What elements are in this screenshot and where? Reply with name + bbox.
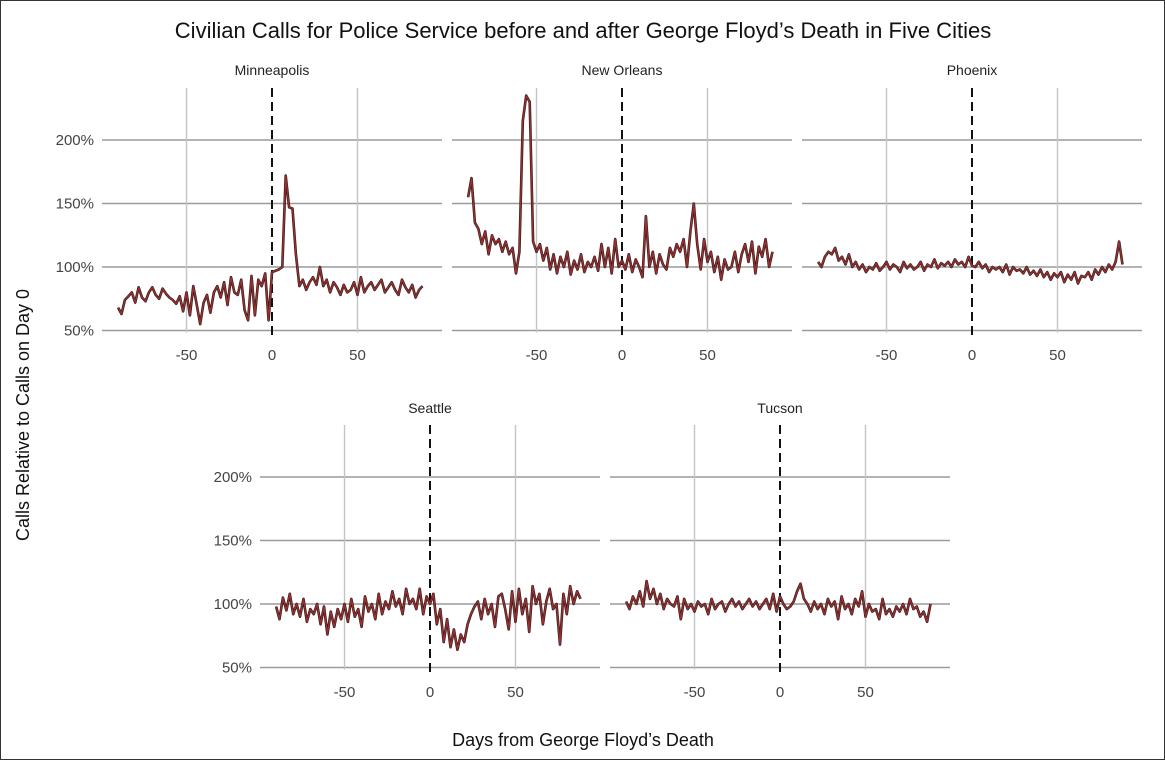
facet-strip-label: New Orleans (582, 62, 663, 78)
x-tick-label: 0 (968, 347, 976, 364)
y-tick-label: 200% (56, 132, 94, 149)
x-tick-label: -50 (526, 347, 548, 364)
y-tick-label: 150% (56, 196, 94, 213)
y-tick-label: 50% (222, 660, 252, 677)
facet-strip-label: Phoenix (947, 62, 998, 78)
y-tick-label: 150% (214, 533, 252, 550)
x-tick-label: 0 (776, 684, 784, 701)
x-tick-label: 0 (426, 684, 434, 701)
panel-minneapolis: 50% 100% 150% 200% -50 0 50 Minneapolis (56, 62, 442, 364)
x-axis-label: Days from George Floyd’s Death (452, 730, 714, 750)
facet-strip-label: Seattle (408, 400, 452, 416)
panel-seattle: 50% 100% 150% 200% -50 0 50 Seattle (214, 400, 600, 701)
x-tick-label: 50 (857, 684, 874, 701)
series-line (117, 174, 424, 325)
series-line (625, 580, 932, 623)
x-tick-label: 50 (507, 684, 524, 701)
y-tick-label: 50% (64, 323, 94, 340)
x-tick-label: 50 (1049, 347, 1066, 364)
x-tick-label: 50 (349, 347, 366, 364)
facet-strip-label: Minneapolis (235, 62, 310, 78)
series-line (467, 94, 774, 281)
x-tick-label: -50 (876, 347, 898, 364)
chart-title: Civilian Calls for Police Service before… (175, 18, 991, 43)
x-tick-label: 50 (699, 347, 716, 364)
panel-tucson: -50 0 50 Tucson (610, 400, 950, 701)
x-tick-label: -50 (176, 347, 198, 364)
x-tick-label: 0 (268, 347, 276, 364)
x-tick-label: -50 (334, 684, 356, 701)
panel-phoenix: -50 0 50 Phoenix (802, 62, 1142, 364)
y-tick-label: 100% (214, 596, 252, 613)
x-tick-label: 0 (618, 347, 626, 364)
y-axis-label: Calls Relative to Calls on Day 0 (13, 289, 33, 541)
y-tick-label: 200% (214, 469, 252, 486)
y-tick-label: 100% (56, 259, 94, 276)
series-line (817, 240, 1124, 285)
series-line (275, 585, 582, 651)
panel-new-orleans: -50 0 50 New Orleans (452, 62, 792, 364)
facet-strip-label: Tucson (757, 400, 802, 416)
x-tick-label: -50 (684, 684, 706, 701)
